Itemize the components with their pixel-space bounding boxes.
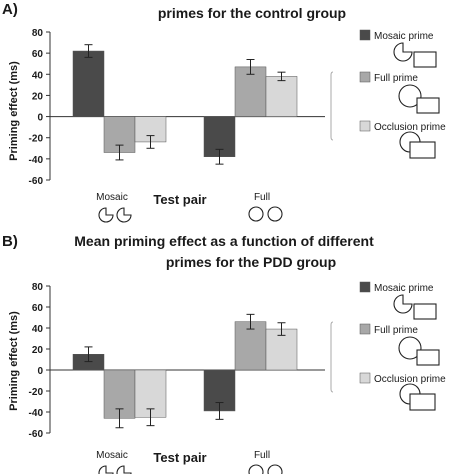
panel-a-y-tick-label: 40: [32, 70, 44, 81]
panel-a-y-tick-label: 60: [32, 49, 44, 60]
panel-b-bar: [234, 321, 267, 371]
panel-a-legend-swatch: [359, 29, 371, 41]
panel-a-y-tick-label: -20: [29, 134, 44, 145]
panel-b-y-tick-label: -40: [29, 408, 44, 419]
panel-a-occlusion-prime-rect-icon: [409, 141, 436, 159]
panel-a-plot: -60 -40 -20 0 20 40 60 80 Mosaic prime Full prime…: [29, 28, 447, 187]
panel-a-y-tick-label: 80: [32, 28, 44, 39]
panel-a-legend-label: Full prime: [374, 73, 418, 84]
panel-a-y-tick-label: 20: [32, 91, 44, 102]
panel-b-full-prime-icon: [398, 336, 422, 360]
panel-b-y-tick-label: -20: [29, 387, 44, 398]
panel-b-legend-label: Occlusion prime: [374, 374, 446, 385]
panel-a-full-prime-rect-icon: [416, 97, 440, 114]
panel-a-y-tick-label: 0: [37, 113, 43, 124]
panel-b-legend-label: Full prime: [374, 325, 418, 336]
panel-a: A) primes for the control group Priming …: [2, 1, 346, 223]
panel-a-label: A): [2, 1, 18, 18]
panel-a-bar: [265, 76, 298, 117]
panel-a-mosaic-prime-icon: [393, 42, 413, 62]
panel-b-y-tick-label: 0: [37, 366, 43, 377]
panel-a-mosaic-prime-rect-icon: [413, 51, 437, 68]
panel-b-y-tick-label: -60: [29, 429, 44, 440]
panel-a-full-pair-icon: [248, 206, 283, 222]
panel-b-ylabel: Priming effect (ms): [8, 311, 20, 411]
panel-a-test-pair-full-label: Full: [254, 192, 270, 203]
panel-b-legend-swatch: [359, 281, 371, 293]
panel-a-legend-label: Occlusion prime: [374, 122, 446, 133]
panel-b-mosaic-prime-rect-icon: [413, 303, 437, 320]
panel-b-mosaic-pair-icon: [98, 465, 132, 474]
panel-b-mosaic-prime-icon: [393, 294, 413, 314]
panel-b-full-pair-icon: [248, 464, 283, 474]
panel-b-legend-swatch: [359, 372, 371, 384]
panel-a-mosaic-pair-icon: [98, 207, 132, 223]
panel-b-test-pair-mosaic-label: Mosaic: [96, 450, 128, 461]
panel-a-y-tick-label: -40: [29, 155, 44, 166]
panel-b-y-tick-label: 60: [32, 303, 44, 314]
panel-a-legend-swatch: [359, 120, 371, 132]
panel-a-ylabel: Priming effect (ms): [8, 61, 20, 161]
panel-b-y-tick-label: 20: [32, 345, 44, 356]
panel-b-legend-swatch: [359, 323, 371, 335]
panel-a-legend-swatch: [359, 71, 371, 83]
panel-a-bar: [72, 50, 105, 117]
panel-b-full-prime-rect-icon: [416, 349, 440, 366]
panel-a-xlabel: Test pair: [153, 192, 206, 207]
panel-b-title-line1: Mean priming effect as a function of dif…: [74, 233, 374, 249]
panel-a-full-prime-icon: [398, 84, 422, 108]
panel-a-legend-bracket: [330, 71, 334, 141]
panel-a-legend-label: Mosaic prime: [374, 31, 434, 42]
panel-b-occlusion-prime-rect-icon: [409, 393, 436, 411]
panel-a-title: primes for the control group: [158, 5, 346, 21]
panel-b-title-line2: primes for the PDD group: [166, 254, 336, 270]
panel-a-test-pair-mosaic-label: Mosaic: [96, 192, 128, 203]
panel-b: B) Mean priming effect as a function of …: [2, 233, 374, 474]
panel-b-legend-bracket: [330, 321, 334, 393]
panel-a-bar: [234, 66, 267, 117]
panel-b-test-pair-full-label: Full: [254, 450, 270, 461]
panel-a-y-tick-label: -60: [29, 176, 44, 187]
panel-b-y-tick-label: 80: [32, 282, 44, 293]
panel-b-legend-label: Mosaic prime: [374, 283, 434, 294]
panel-b-plot: -60 -40 -20 0 20 40 60 80 Mosaic prime Full prime…: [29, 281, 446, 440]
panel-b-xlabel: Test pair: [153, 450, 206, 465]
panel-b-label: B): [2, 233, 18, 250]
panel-b-y-tick-label: 40: [32, 324, 44, 335]
